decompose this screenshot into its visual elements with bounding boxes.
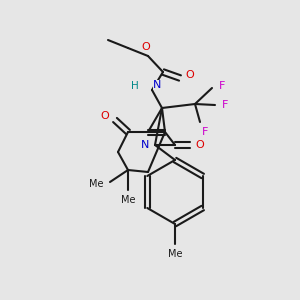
Text: H: H bbox=[131, 81, 139, 91]
Text: Me: Me bbox=[121, 195, 135, 205]
Text: Me: Me bbox=[89, 179, 103, 189]
Text: O: O bbox=[186, 70, 194, 80]
Text: N: N bbox=[153, 80, 161, 90]
Text: O: O bbox=[100, 111, 109, 121]
Text: F: F bbox=[222, 100, 228, 110]
Text: N: N bbox=[141, 140, 149, 150]
Text: O: O bbox=[196, 140, 204, 150]
Text: F: F bbox=[202, 127, 208, 137]
Text: O: O bbox=[142, 42, 150, 52]
Text: Me: Me bbox=[168, 249, 182, 259]
Text: F: F bbox=[219, 81, 225, 91]
